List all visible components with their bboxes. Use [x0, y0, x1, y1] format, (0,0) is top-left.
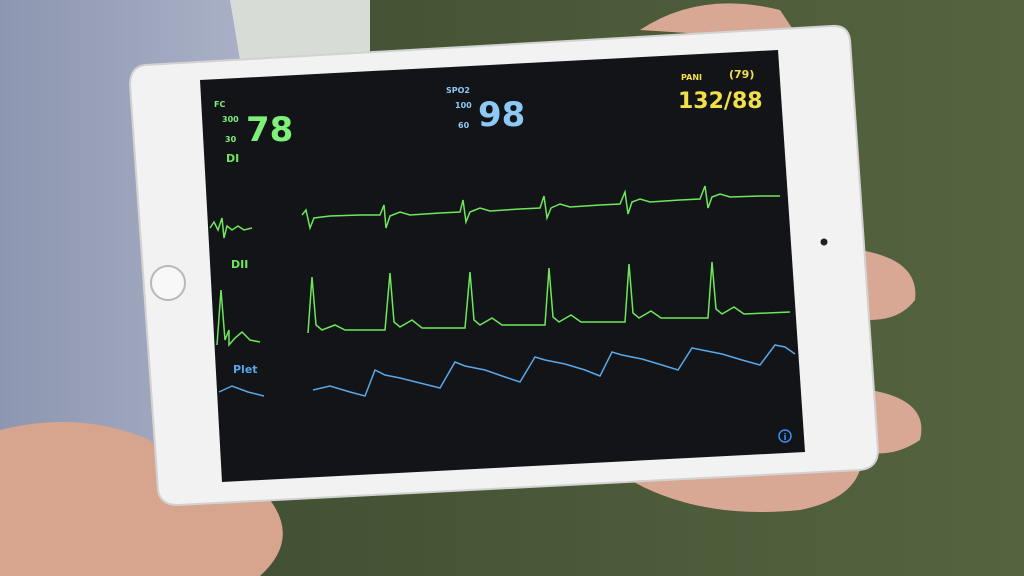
monitor-screen — [200, 50, 805, 482]
hr-low-limit: 30 — [225, 135, 237, 144]
pleth-waveform — [312, 344, 796, 397]
hr-high-limit: 300 — [222, 115, 239, 124]
wave-label-pleth: Plet — [233, 363, 258, 376]
nibp-value: 132/88 — [678, 89, 763, 114]
di-preview-waveform — [209, 217, 253, 239]
hr-label: FC — [214, 100, 225, 109]
info-icon[interactable]: i — [778, 429, 792, 443]
spo2-high-limit: 100 — [455, 101, 472, 110]
dii-preview-waveform — [216, 289, 261, 348]
di-waveform — [301, 185, 780, 231]
spo2-label: SPO2 — [446, 86, 470, 95]
camera-icon — [820, 238, 828, 246]
home-button[interactable] — [150, 265, 186, 301]
dii-waveform — [307, 261, 791, 334]
hr-value: 78 — [246, 110, 293, 150]
background-door — [220, 0, 370, 60]
spo2-low-limit: 60 — [458, 121, 470, 130]
pleth-preview-waveform — [218, 385, 265, 397]
nibp-mean: (79) — [729, 68, 754, 81]
nibp-label: PANI — [681, 73, 702, 82]
svg-text:i: i — [784, 433, 787, 443]
left-hand — [0, 422, 283, 576]
spo2-value: 98 — [478, 95, 525, 135]
wave-label-di: DI — [226, 152, 239, 165]
wave-label-dii: DII — [231, 258, 248, 271]
